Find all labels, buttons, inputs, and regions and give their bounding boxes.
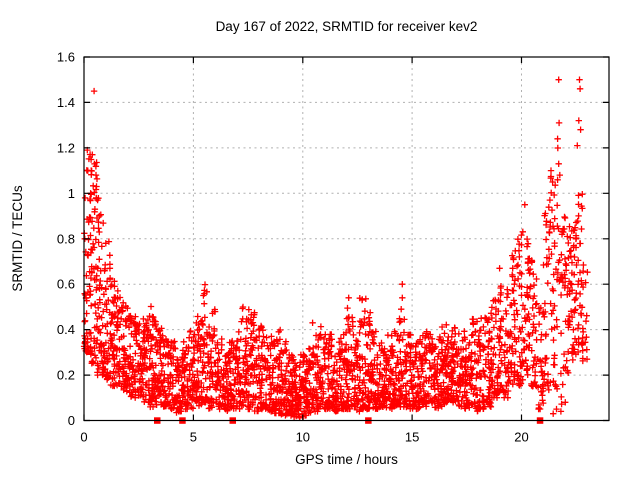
x-tick-label: 0 [80, 430, 87, 445]
y-tick-label: 0.8 [57, 231, 75, 246]
plot-border [83, 56, 610, 422]
x-axis-label: GPS time / hours [295, 452, 398, 467]
y-tick-label: 0.4 [57, 322, 75, 337]
y-tick-label: 1.2 [57, 140, 75, 155]
chart-title: Day 167 of 2022, SRMTID for receiver kev… [216, 19, 478, 34]
plot-area: 0 0.2 0.4 0.6 0.8 1 1.2 1.4 1.6 0 5 10 15 20 [57, 50, 610, 445]
y-tick-label: 0 [68, 413, 75, 428]
y-tick-label: 0.6 [57, 277, 75, 292]
scatter-points [80, 76, 591, 421]
x-tick-label: 15 [405, 430, 419, 445]
y-tick-label: 1 [68, 186, 75, 201]
y-tick-label: 1.6 [57, 50, 75, 65]
x-tick-label: 5 [190, 430, 197, 445]
y-axis-label: SRMTID / TECUs [10, 185, 25, 292]
grid-lines [84, 57, 609, 421]
x-tick-label: 20 [514, 430, 528, 445]
y-tick-label: 0.2 [57, 368, 75, 383]
y-tick-label: 1.4 [57, 95, 75, 110]
x-tick-label: 10 [296, 430, 310, 445]
